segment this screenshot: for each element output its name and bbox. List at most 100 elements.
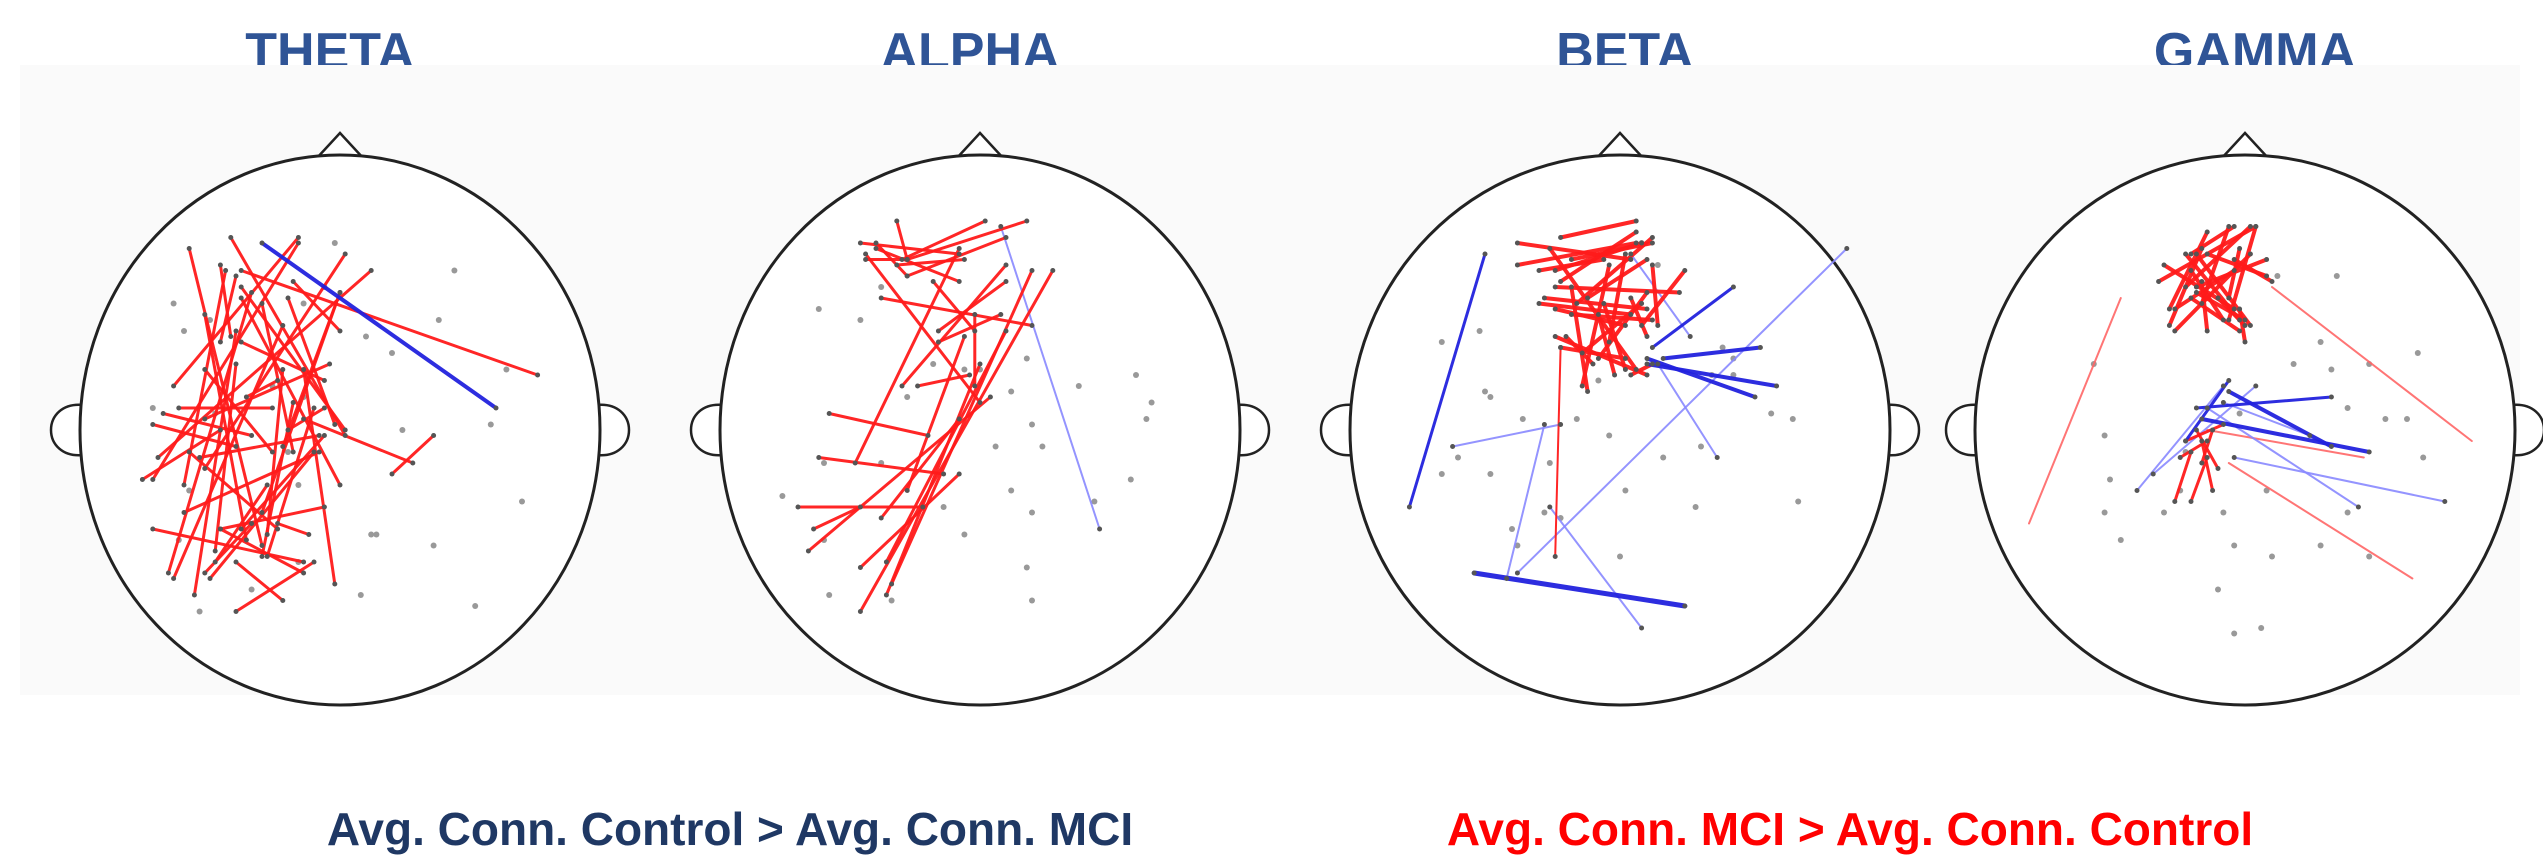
connection-endpoint — [2253, 383, 2259, 389]
connection-endpoint — [217, 262, 223, 268]
electrode-dot — [300, 300, 307, 307]
connection-endpoint — [269, 449, 275, 455]
connection-endpoint — [1633, 229, 1639, 235]
connection-endpoint — [2231, 306, 2237, 312]
connection-line-red — [2173, 450, 2193, 503]
electrode-dot — [1127, 476, 1134, 483]
connection-endpoint — [2237, 328, 2243, 334]
connection-endpoint — [967, 372, 973, 378]
connection-endpoint — [321, 433, 327, 438]
connection-endpoint — [233, 328, 239, 334]
electrode-dot — [1029, 597, 1035, 604]
connection-endpoint — [2172, 306, 2178, 312]
connection-endpoint — [280, 598, 286, 603]
electrode-dot — [1519, 416, 1526, 422]
connection-endpoint — [368, 268, 374, 273]
connection-endpoint — [1655, 361, 1661, 367]
connection-endpoint — [249, 433, 255, 438]
electrode-dot — [373, 531, 380, 538]
electrode-dot — [181, 328, 187, 334]
connection-endpoint — [2226, 317, 2232, 323]
connection-endpoint — [1622, 323, 1628, 328]
connection-endpoint — [2188, 295, 2194, 301]
electrode-dot — [1795, 498, 1802, 505]
connection-line-blue-weak — [1548, 506, 1643, 629]
connection-endpoint — [1606, 339, 1612, 345]
connection-line-red — [291, 280, 342, 333]
connection-line-blue-weak — [1629, 253, 1692, 338]
connection-endpoint — [1660, 356, 1666, 361]
connection-line-red — [2189, 456, 2209, 503]
connection-line-red — [260, 291, 342, 514]
connection-endpoint — [181, 482, 187, 488]
electrode-dot — [1606, 432, 1613, 439]
connection-endpoint — [805, 548, 811, 554]
connection-endpoint — [873, 246, 879, 251]
electrode-dot — [2231, 542, 2238, 549]
connection-line-red — [203, 313, 248, 542]
connection-endpoint — [2215, 466, 2221, 471]
connection-endpoint — [2328, 444, 2334, 449]
electrode-dot — [1143, 416, 1150, 422]
connection-line-red — [936, 280, 1008, 333]
connection-endpoint — [493, 405, 499, 411]
connection-endpoint — [2193, 251, 2199, 257]
electrode-dot — [1509, 526, 1515, 532]
connection-endpoint — [2204, 455, 2210, 460]
connection-endpoint — [1029, 268, 1035, 273]
connection-endpoint — [238, 526, 244, 532]
connection-endpoint — [217, 339, 223, 345]
connection-endpoint — [264, 554, 270, 559]
connection-endpoint — [2188, 251, 2194, 257]
connection-endpoint — [987, 394, 993, 400]
connection-line-red — [239, 296, 342, 487]
electrode-dot — [1654, 262, 1661, 268]
connection-endpoint — [2226, 295, 2232, 301]
connection-endpoint — [2204, 251, 2210, 257]
connection-endpoint — [259, 554, 265, 559]
connection-line-red — [890, 269, 1034, 586]
electrode-dot — [1476, 328, 1483, 334]
connection-line-blue-weak — [1656, 363, 1719, 459]
connection-endpoint — [1563, 334, 1569, 339]
connection-endpoint — [2237, 306, 2243, 312]
connection-endpoint — [2226, 389, 2232, 394]
connection-endpoint — [249, 290, 255, 295]
electrode-dot — [2236, 410, 2243, 417]
connection-endpoint — [202, 570, 208, 576]
electrode-dot — [368, 531, 375, 538]
connection-line-blue-weak — [1516, 247, 1848, 574]
connection-endpoint — [899, 257, 905, 262]
connection-endpoint — [1655, 323, 1661, 328]
connection-endpoint — [1601, 257, 1607, 262]
connection-endpoint — [249, 521, 255, 526]
connection-endpoint — [2231, 224, 2237, 229]
connection-endpoint — [1552, 306, 1558, 312]
connection-endpoint — [1541, 295, 1547, 301]
connection-endpoint — [863, 251, 869, 257]
connection-line-blue — [260, 241, 498, 410]
connection-endpoint — [1649, 262, 1655, 268]
connection-line-red — [172, 236, 300, 388]
connection-line-blue — [2199, 417, 2372, 454]
electrode-dot — [1719, 344, 1726, 351]
right-ear-gamma — [2510, 403, 2543, 457]
connection-line-red-weak — [2206, 429, 2365, 459]
connection-endpoint — [285, 427, 291, 433]
connection-endpoint — [1595, 312, 1601, 317]
connection-endpoint — [1633, 240, 1639, 246]
connection-endpoint — [150, 477, 156, 482]
connection-line-red — [1515, 241, 1639, 267]
connection-endpoint — [165, 570, 171, 576]
connection-endpoint — [1579, 383, 1585, 389]
connection-line-red — [853, 247, 961, 465]
connection-endpoint — [1568, 257, 1574, 262]
connection-line-blue — [1645, 356, 1757, 399]
connection-endpoint — [925, 433, 931, 438]
connection-endpoint — [1676, 290, 1682, 295]
connection-line-red-weak — [2271, 286, 2473, 442]
connection-line-red — [905, 335, 966, 492]
electrode-dot — [2404, 416, 2410, 422]
connection-endpoint — [1714, 455, 1720, 460]
connection-line-red — [213, 362, 238, 553]
